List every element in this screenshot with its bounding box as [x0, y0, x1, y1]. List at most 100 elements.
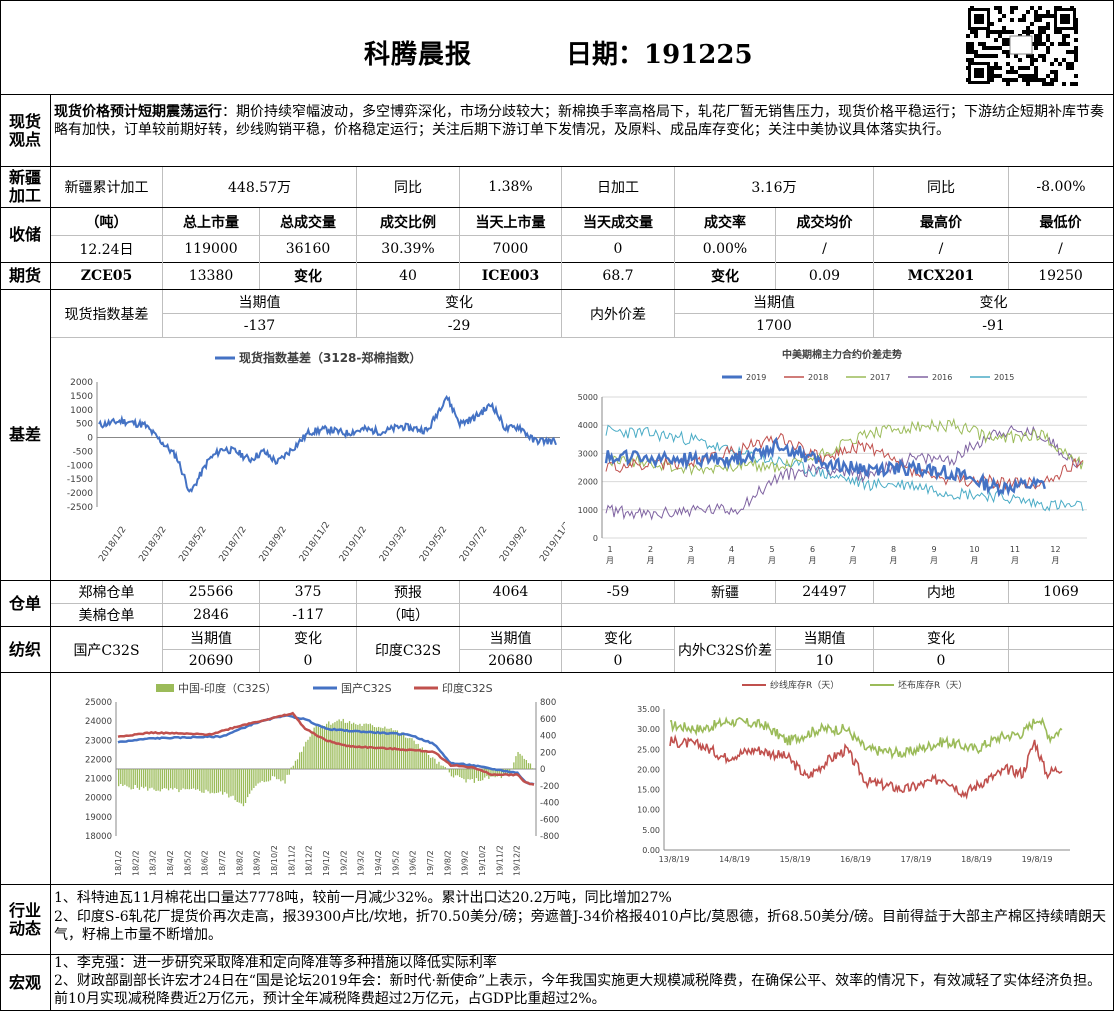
basis-y-tick: -1000	[67, 461, 93, 471]
futures-cell-5: 68.7	[602, 268, 634, 284]
c32s-diff-bar	[274, 769, 276, 777]
c32s-diff-bar	[477, 769, 480, 781]
c32s-diff-bar	[128, 769, 130, 788]
c32s-legend-label: 印度C32S	[442, 681, 493, 695]
c32s-y-left-tick: 23000	[85, 736, 112, 746]
xj-daily-yoy-value: -8.00%	[1036, 179, 1086, 195]
c32s-diff-bar	[519, 753, 521, 769]
spread-legend-label: 2018	[808, 373, 828, 382]
xj-daily-yoy-label: 同比	[927, 180, 955, 196]
c32s-diff-bar	[153, 769, 155, 790]
c32s-diff-bar	[309, 736, 311, 769]
c32s-diff-bar	[195, 769, 197, 790]
zhengmian-warehouse-value: 25566	[188, 584, 234, 600]
spread-series-2019	[604, 436, 1046, 498]
basis-x-tick: 2019/5/2	[418, 525, 449, 564]
c32s-x-tick: 19/3/2	[357, 850, 366, 876]
industry-news-1: 1、科特迪瓦11月棉花出口量达7778吨，较前一月减少32%。累计出口达20.2…	[54, 890, 672, 906]
c32s-diff-bar	[282, 769, 284, 781]
c32s-diff-bar	[157, 769, 159, 791]
forecast-label: 预报	[394, 585, 422, 601]
c32s-diff-bar	[317, 726, 319, 769]
c32s-diff-bar	[161, 769, 163, 790]
c32s-diff-bar	[178, 769, 180, 793]
inventory-x-tick: 16/8/19	[840, 855, 871, 864]
storage-header-5: 当天成交量	[583, 214, 653, 231]
c32s-x-tick: 18/12/2	[305, 845, 314, 876]
c32s-diff-bar	[215, 769, 218, 793]
inventory-x-tick: 18/8/19	[961, 855, 992, 864]
c32s-diff-bar	[332, 723, 334, 769]
futures-cell-6: 变化	[711, 269, 739, 285]
diff-current-label: 当期值	[803, 631, 846, 647]
c32s-x-tick: 18/10/2	[270, 845, 279, 876]
diff-current-value: 10	[815, 653, 834, 669]
c32s-diff-bar	[190, 769, 193, 789]
c32s-diff-bar	[469, 769, 471, 780]
xj-yoy-label: 同比	[394, 180, 422, 196]
storage-cell-3: 30.39%	[381, 241, 435, 257]
qr-code-icon	[966, 6, 1078, 86]
india-current-value: 20680	[488, 653, 533, 669]
c32s-diff-bar	[130, 769, 132, 790]
c32s-x-tick: 19/7/2	[426, 850, 435, 876]
c32s-y-right-tick: 200	[540, 748, 556, 758]
c32s-diff-bar	[417, 743, 419, 769]
futures-cell-3: 40	[399, 268, 417, 284]
c32s-y-right-tick: 800	[540, 698, 556, 708]
c32s-diff-bar	[163, 769, 166, 789]
c32s-diff-bar	[284, 769, 286, 784]
c32s-diff-bar	[398, 734, 401, 769]
c32s-y-left-tick: 22000	[85, 755, 112, 765]
section-xinjiang: 新疆 加工	[8, 168, 41, 205]
section-storage: 收储	[8, 225, 41, 244]
basis-series-line	[98, 394, 557, 493]
c32s-x-tick: 18/1/2	[114, 850, 123, 876]
us-warehouse-change: -117	[292, 607, 324, 623]
c32s-diff-bar	[126, 769, 128, 787]
inventory-y-tick: 30.00	[637, 725, 660, 734]
c32s-diff-bar	[290, 767, 292, 769]
basis-current-label: 当期值	[238, 294, 281, 311]
c32s-domestic-line	[117, 714, 535, 786]
c32s-diff-bar	[315, 725, 317, 769]
c32s-india-line	[117, 711, 535, 786]
basis-y-tick: 2000	[70, 378, 93, 388]
c32s-diff-bar	[523, 758, 525, 769]
c32s-diff-bar	[405, 737, 407, 769]
c32s-diff-bar	[253, 769, 255, 788]
c32s-x-tick: 19/8/2	[443, 850, 452, 876]
basis-chart: 现货指数基差（3128-郑棉指数） 2000 1500 1000 500 0 -500 -10…	[67, 350, 565, 564]
domestic-c32s-label: 国产C32S	[73, 642, 140, 659]
c32s-legend-label: 中国-印度（C32S）	[178, 681, 277, 695]
c32s-diff-bar	[219, 769, 222, 792]
c32s-diff-bar	[336, 720, 338, 769]
c32s-diff-bar	[321, 725, 324, 769]
xinjiang-warehouse-value: 24497	[802, 584, 847, 600]
c32s-diff-bar	[419, 748, 421, 769]
c32s-diff-bar	[143, 769, 145, 789]
c32s-x-tick: 18/9/2	[253, 850, 262, 876]
c32s-diff-bar	[261, 769, 263, 781]
c32s-diff-bar	[271, 769, 274, 777]
c32s-diff-bar	[292, 765, 294, 769]
inland-warehouse-value: 1069	[1043, 584, 1079, 600]
spread-y-tick: 4000	[578, 421, 598, 430]
basis-y-tick: 1500	[70, 392, 93, 402]
c32s-x-tick: 18/6/2	[201, 850, 210, 876]
c32s-diff-bar	[440, 765, 442, 769]
storage-cell-1: 119000	[184, 241, 238, 257]
storage-cell-6: 0.00%	[702, 241, 748, 257]
storage-cell-7: /	[822, 241, 827, 257]
c32s-x-tick: 19/12/2	[513, 845, 522, 876]
c32s-diff-bar	[301, 751, 303, 769]
storage-header-9: 最低价	[1039, 214, 1082, 231]
c32s-diff-bar	[407, 738, 409, 769]
c32s-diff-bar	[247, 769, 249, 798]
c32s-diff-bar	[527, 763, 530, 769]
storage-cell-9: /	[1058, 241, 1063, 257]
futures-cell-9: 19250	[1038, 268, 1083, 284]
spread-chart-title: 中美期棉主力合约价差走势	[782, 348, 902, 361]
